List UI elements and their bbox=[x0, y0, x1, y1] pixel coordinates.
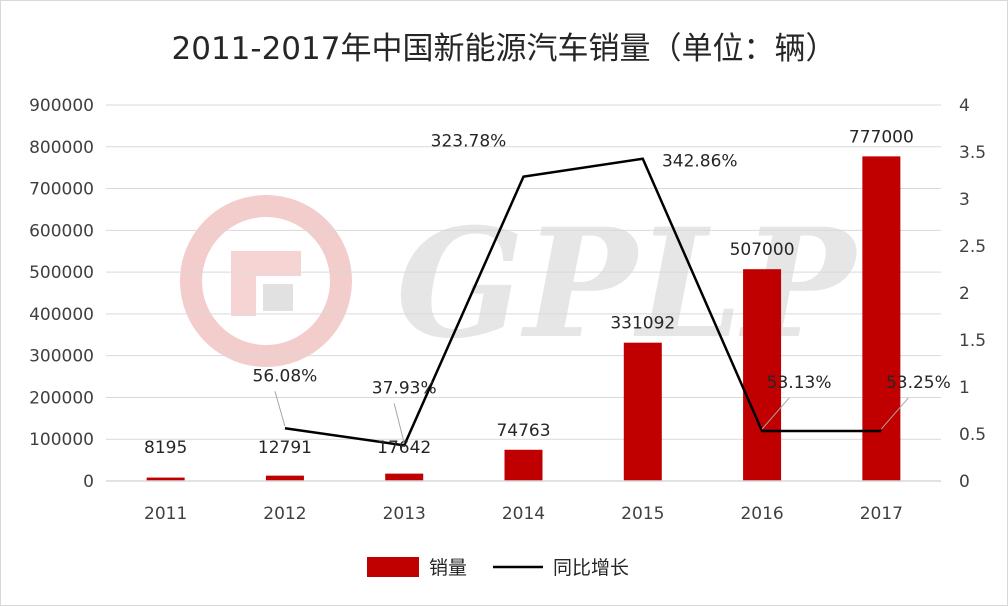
growth-value-label: 37.93% bbox=[372, 378, 437, 398]
bar bbox=[743, 269, 782, 481]
bar bbox=[146, 477, 185, 481]
leader-line bbox=[761, 397, 790, 430]
y-right-tick-label: 0.5 bbox=[959, 425, 986, 445]
y-left-tick-label: 100000 bbox=[29, 430, 94, 450]
growth-value-label: 53.13% bbox=[767, 373, 832, 393]
bar-value-label: 12791 bbox=[258, 438, 312, 458]
bar-value-label: 8195 bbox=[144, 438, 187, 458]
y-right-tick-label: 3 bbox=[959, 190, 970, 210]
y-right-tick-label: 0 bbox=[959, 472, 970, 492]
y-left-tick-label: 500000 bbox=[29, 263, 94, 283]
growth-value-label: 53.25% bbox=[886, 373, 951, 393]
axes: 0 100000 200000 300000 400000 500000 600000 700… bbox=[29, 96, 986, 524]
bar bbox=[504, 449, 543, 481]
bar-series bbox=[146, 156, 901, 482]
gplp-logo-icon bbox=[180, 195, 352, 367]
growth-value-label: 323.78% bbox=[431, 132, 507, 152]
leader-line bbox=[274, 391, 286, 427]
bar-value-label: 331092 bbox=[610, 314, 675, 334]
y-left-tick-label: 200000 bbox=[29, 388, 94, 408]
data-labels: 8195 12791 17642 74763 331092 507000 777000 56.… bbox=[144, 127, 951, 458]
y-right-tick-label: 3.5 bbox=[959, 143, 986, 163]
y-right-tick-label: 1 bbox=[959, 378, 970, 398]
leader-line bbox=[880, 397, 909, 430]
y-left-tick-label: 0 bbox=[83, 472, 94, 492]
y-left-tick-label: 700000 bbox=[29, 180, 94, 200]
y-right-tick-label: 2.5 bbox=[959, 237, 986, 257]
bar-value-label: 74763 bbox=[496, 421, 550, 441]
y-left-tick-label: 300000 bbox=[29, 347, 94, 367]
y-right-tick-label: 4 bbox=[959, 96, 970, 116]
x-tick-label: 2012 bbox=[263, 504, 306, 524]
legend-line-label: 同比增长 bbox=[553, 557, 629, 579]
y-right-tick-label: 1.5 bbox=[959, 331, 986, 351]
bar bbox=[265, 475, 304, 481]
bar-value-label: 507000 bbox=[730, 240, 795, 260]
bar-value-label: 17642 bbox=[377, 438, 431, 458]
x-tick-label: 2017 bbox=[860, 504, 903, 524]
y-left-tick-label: 600000 bbox=[29, 221, 94, 241]
bar bbox=[385, 473, 424, 481]
growth-line bbox=[284, 157, 882, 447]
bar bbox=[623, 342, 662, 481]
legend-bar-label: 销量 bbox=[429, 557, 467, 579]
y-left-tick-label: 900000 bbox=[29, 96, 94, 116]
chart-title: 2011-2017年中国新能源汽车销量（单位：辆） bbox=[172, 31, 837, 67]
x-tick-label: 2016 bbox=[740, 504, 783, 524]
legend: 销量 同比增长 bbox=[367, 557, 629, 579]
growth-line-series bbox=[284, 157, 882, 447]
y-right-tick-label: 2 bbox=[959, 284, 970, 304]
watermark: GPLP bbox=[180, 195, 859, 372]
legend-bar-swatch bbox=[367, 557, 419, 577]
leader-line bbox=[393, 403, 405, 444]
growth-value-label: 342.86% bbox=[662, 152, 738, 172]
x-tick-label: 2013 bbox=[383, 504, 426, 524]
x-tick-label: 2015 bbox=[621, 504, 664, 524]
bar bbox=[862, 156, 901, 482]
x-tick-label: 2014 bbox=[502, 504, 545, 524]
x-tick-label: 2011 bbox=[144, 504, 187, 524]
y-left-tick-label: 400000 bbox=[29, 305, 94, 325]
growth-value-label: 56.08% bbox=[253, 366, 318, 386]
gridlines bbox=[106, 104, 941, 440]
bar-value-label: 777000 bbox=[849, 127, 914, 147]
y-left-tick-label: 800000 bbox=[29, 138, 94, 158]
watermark-text: GPLP bbox=[396, 196, 859, 372]
